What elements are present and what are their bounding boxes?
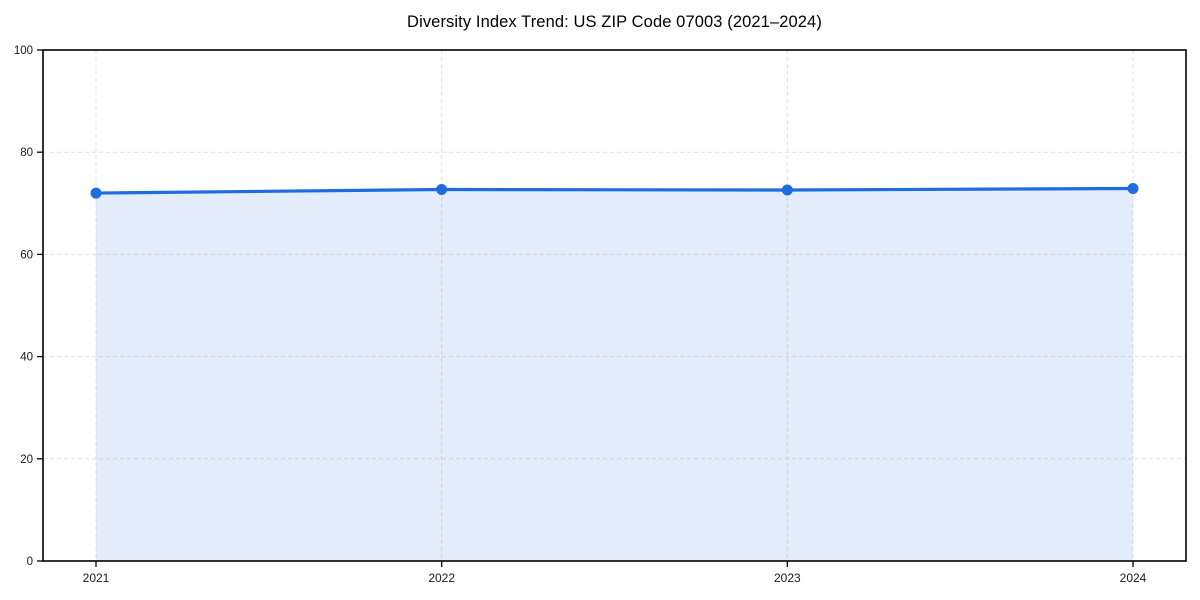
x-tick-label: 2024 — [1120, 571, 1147, 585]
data-point — [1127, 182, 1139, 194]
data-line — [94, 186, 1135, 195]
area-fill — [96, 188, 1133, 561]
x-tick-label: 2021 — [83, 571, 110, 585]
y-tick-label: 60 — [20, 249, 33, 261]
y-tick-label: 100 — [14, 45, 33, 57]
data-point — [436, 184, 448, 196]
data-point — [781, 184, 793, 196]
y-tick-label: 0 — [27, 556, 33, 568]
y-tick-label: 80 — [20, 147, 33, 159]
y-tick-label: 40 — [20, 352, 33, 364]
x-tick-label: 2022 — [428, 571, 455, 585]
plot-border — [42, 49, 1187, 562]
chart-title: Diversity Index Trend: US ZIP Code 07003… — [407, 13, 822, 31]
y-tick-label: 20 — [20, 454, 33, 466]
data-point — [90, 187, 102, 199]
x-tick-label: 2023 — [774, 571, 801, 585]
